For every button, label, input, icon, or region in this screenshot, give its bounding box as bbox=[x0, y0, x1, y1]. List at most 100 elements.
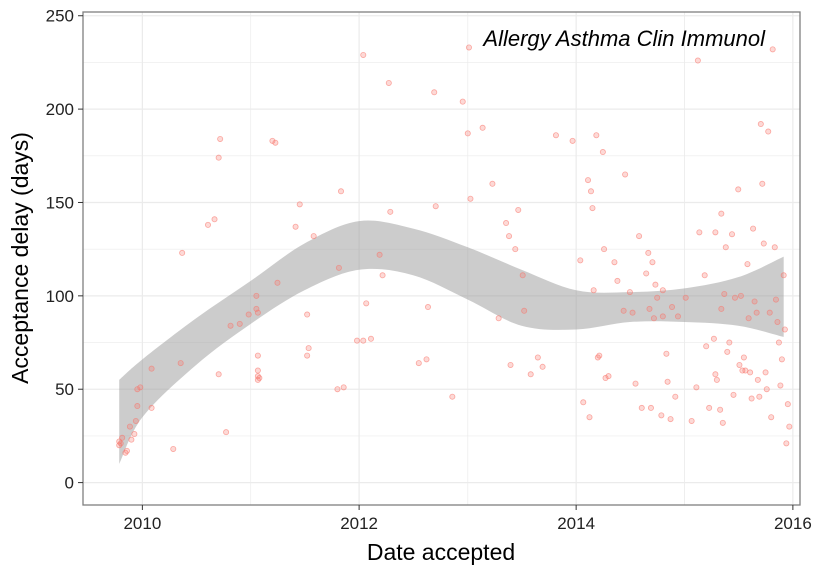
data-point bbox=[431, 89, 438, 96]
data-point bbox=[552, 132, 559, 139]
data-point bbox=[465, 44, 472, 51]
y-tick-label: 0 bbox=[65, 474, 74, 493]
data-point bbox=[507, 361, 514, 368]
data-point bbox=[605, 373, 612, 380]
data-point bbox=[534, 354, 541, 361]
data-point bbox=[766, 309, 773, 316]
y-tick-label: 100 bbox=[46, 287, 74, 306]
data-point bbox=[703, 343, 710, 350]
data-point bbox=[719, 419, 726, 426]
data-point bbox=[211, 216, 218, 223]
data-point bbox=[519, 272, 526, 279]
data-point bbox=[170, 445, 177, 452]
data-point bbox=[134, 403, 141, 410]
data-point bbox=[754, 376, 761, 383]
data-point bbox=[629, 309, 636, 316]
data-point bbox=[593, 132, 600, 139]
data-point bbox=[712, 229, 719, 236]
confidence-band-layer bbox=[119, 220, 784, 464]
data-point bbox=[693, 384, 700, 391]
data-point bbox=[737, 292, 744, 299]
data-point bbox=[117, 440, 124, 447]
data-point bbox=[730, 391, 737, 398]
data-point bbox=[119, 434, 126, 441]
data-point bbox=[667, 416, 674, 423]
data-point bbox=[701, 272, 708, 279]
data-point bbox=[148, 404, 155, 411]
data-point bbox=[772, 296, 779, 303]
data-point bbox=[745, 315, 752, 322]
data-point bbox=[269, 137, 276, 144]
data-point bbox=[569, 137, 576, 144]
data-point bbox=[236, 320, 243, 327]
data-point bbox=[722, 244, 729, 251]
data-point bbox=[599, 149, 606, 156]
data-point bbox=[740, 354, 747, 361]
data-point bbox=[751, 298, 758, 305]
data-point bbox=[731, 294, 738, 301]
data-point bbox=[489, 180, 496, 187]
y-tick-label: 50 bbox=[55, 380, 74, 399]
data-point bbox=[650, 315, 657, 322]
grid-layer bbox=[83, 12, 800, 505]
data-point bbox=[131, 431, 138, 438]
data-point bbox=[464, 130, 471, 137]
data-point bbox=[611, 259, 618, 266]
data-point bbox=[765, 128, 772, 135]
points-layer bbox=[116, 44, 793, 456]
data-point bbox=[659, 313, 666, 320]
data-point bbox=[759, 180, 766, 187]
data-point bbox=[645, 249, 652, 256]
data-point bbox=[786, 423, 793, 430]
data-point bbox=[643, 270, 650, 277]
data-point bbox=[132, 417, 139, 424]
data-point bbox=[589, 205, 596, 212]
data-point bbox=[585, 177, 592, 184]
data-point bbox=[654, 294, 661, 301]
data-point bbox=[713, 376, 720, 383]
x-axis: 2010 2012 2014 2016 bbox=[123, 505, 812, 533]
plot-frame bbox=[82, 11, 801, 506]
y-axis: 0 50 100 150 200 250 bbox=[46, 7, 83, 493]
data-point bbox=[254, 367, 261, 374]
data-point bbox=[137, 384, 144, 391]
data-point bbox=[415, 360, 422, 367]
data-point bbox=[304, 311, 311, 318]
data-point bbox=[748, 395, 755, 402]
data-point bbox=[587, 188, 594, 195]
y-tick-label: 200 bbox=[46, 100, 74, 119]
data-point bbox=[784, 401, 791, 408]
data-point bbox=[459, 98, 466, 105]
data-point bbox=[385, 79, 392, 86]
data-point bbox=[253, 292, 260, 299]
data-point bbox=[674, 313, 681, 320]
data-point bbox=[718, 210, 725, 217]
data-point bbox=[658, 412, 665, 419]
data-point bbox=[292, 223, 299, 230]
data-point bbox=[495, 315, 502, 322]
data-point bbox=[227, 322, 234, 329]
data-point bbox=[721, 290, 728, 297]
data-point bbox=[179, 249, 186, 256]
data-point bbox=[503, 220, 510, 227]
data-point bbox=[774, 318, 781, 325]
data-point bbox=[376, 251, 383, 258]
data-point bbox=[204, 221, 211, 228]
data-point bbox=[577, 257, 584, 264]
data-point bbox=[632, 380, 639, 387]
x-tick-label: 2016 bbox=[774, 514, 812, 533]
data-point bbox=[626, 289, 633, 296]
data-point bbox=[334, 386, 341, 393]
data-point bbox=[245, 311, 252, 318]
y-axis-title: Acceptance delay (days) bbox=[7, 132, 33, 384]
data-point bbox=[663, 350, 670, 357]
x-tick-label: 2014 bbox=[557, 514, 595, 533]
data-point bbox=[735, 186, 742, 193]
data-point bbox=[747, 369, 754, 376]
y-tick-label: 150 bbox=[46, 193, 74, 212]
data-point bbox=[744, 261, 751, 268]
data-point bbox=[521, 307, 528, 314]
data-point bbox=[726, 339, 733, 346]
data-point bbox=[601, 246, 608, 253]
